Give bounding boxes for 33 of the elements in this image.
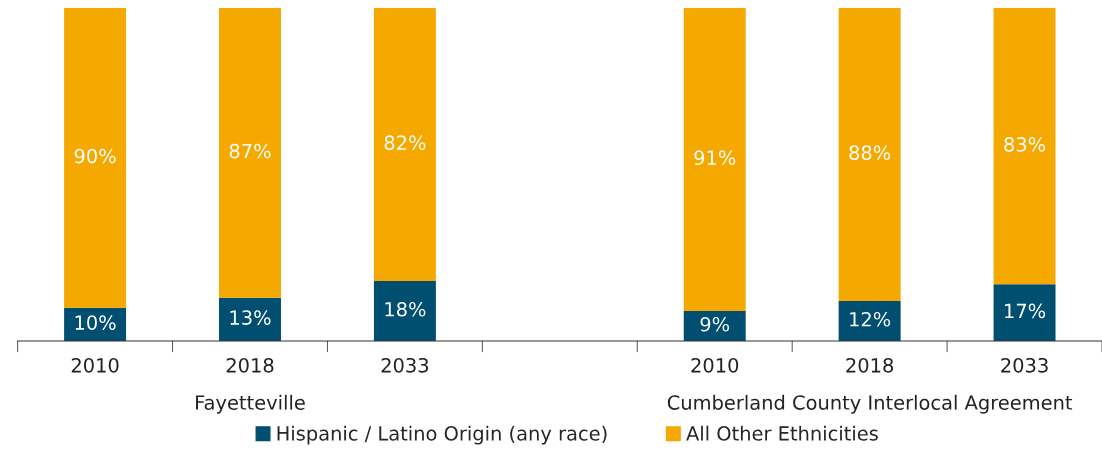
data-label: 13% (230, 310, 271, 325)
x-tick-label: 2018 (226, 357, 274, 373)
bar (683, 7, 746, 311)
data-label: 12% (850, 311, 891, 327)
data-label: 10% (75, 315, 116, 330)
bar (838, 7, 901, 301)
bar (683, 310, 746, 341)
data-label: 18% (385, 301, 426, 317)
bar (219, 7, 281, 298)
data-label: 91% (694, 150, 736, 166)
bar (219, 297, 281, 341)
x-tick-label: 2018 (846, 357, 894, 373)
data-label: 87% (229, 143, 271, 159)
legend-label: Hispanic / Latino Origin (any race) (277, 425, 607, 445)
x-tick-label: 2033 (1001, 357, 1048, 373)
data-label: 82% (384, 135, 426, 151)
bar (373, 7, 436, 281)
x-tick-label: 2010 (691, 357, 739, 373)
x-tick-label: 2033 (381, 357, 429, 373)
data-label: 9% (700, 316, 730, 332)
text: Fayetteville (196, 394, 305, 414)
data-label: 83% (1004, 137, 1046, 152)
data-label: 17% (1005, 303, 1046, 319)
bar (373, 281, 436, 341)
data-label: 90% (74, 148, 116, 164)
bar (64, 7, 127, 308)
text: Cumberland County Interlocal Agreement (667, 394, 1073, 414)
bar (838, 300, 901, 341)
bar (993, 284, 1056, 341)
bar (993, 7, 1056, 285)
x-tick-label: 2010 (71, 357, 119, 373)
data-label: 88% (849, 145, 891, 161)
legend-label: All Other Ethnicities (686, 425, 878, 441)
